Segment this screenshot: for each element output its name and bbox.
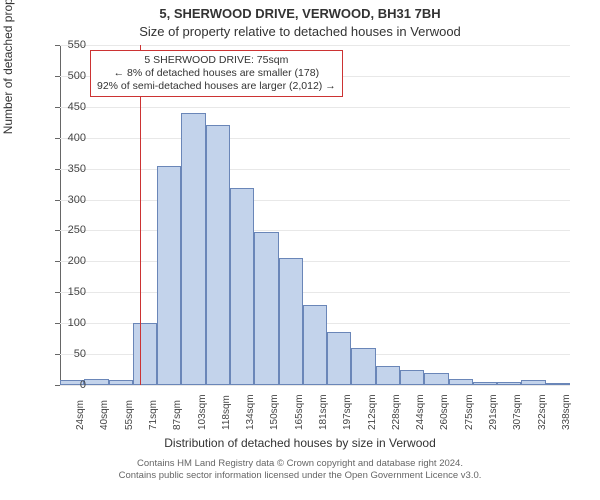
y-tick-label: 400 xyxy=(56,132,86,144)
x-tick-label: 291sqm xyxy=(488,394,499,430)
x-tick-label: 244sqm xyxy=(415,394,426,430)
histogram-bar xyxy=(400,370,424,385)
y-tick-label: 100 xyxy=(56,317,86,329)
histogram-bar xyxy=(181,113,205,385)
x-tick-label: 24sqm xyxy=(75,400,86,430)
y-tick-label: 0 xyxy=(56,379,86,391)
histogram-bar xyxy=(279,258,303,385)
gridline xyxy=(60,169,570,170)
x-tick-label: 307sqm xyxy=(512,394,523,430)
annotation-line2: ← 8% of detached houses are smaller (178… xyxy=(97,67,336,80)
chart-title-line1: 5, SHERWOOD DRIVE, VERWOOD, BH31 7BH xyxy=(0,6,600,21)
x-tick-label: 71sqm xyxy=(148,400,159,430)
gridline xyxy=(60,385,570,386)
footer-text: Contains HM Land Registry data © Crown c… xyxy=(0,458,600,483)
gridline xyxy=(60,138,570,139)
x-tick-label: 228sqm xyxy=(391,394,402,430)
footer-line1: Contains HM Land Registry data © Crown c… xyxy=(0,458,600,470)
x-tick-label: 322sqm xyxy=(537,394,548,430)
footer-line2: Contains public sector information licen… xyxy=(0,470,600,482)
y-tick-label: 500 xyxy=(56,70,86,82)
y-tick-label: 450 xyxy=(56,101,86,113)
x-tick-label: 55sqm xyxy=(124,400,135,430)
annotation-box: 5 SHERWOOD DRIVE: 75sqm← 8% of detached … xyxy=(90,50,343,97)
x-tick-label: 165sqm xyxy=(294,394,305,430)
histogram-bar xyxy=(84,379,108,385)
gridline xyxy=(60,45,570,46)
histogram-bar xyxy=(497,382,521,385)
y-tick-label: 50 xyxy=(56,348,86,360)
gridline xyxy=(60,107,570,108)
x-tick-label: 40sqm xyxy=(99,400,110,430)
x-tick-label: 275sqm xyxy=(464,394,475,430)
gridline xyxy=(60,261,570,262)
histogram-bar xyxy=(546,383,570,385)
y-tick-label: 200 xyxy=(56,255,86,267)
x-axis-label: Distribution of detached houses by size … xyxy=(0,436,600,450)
x-tick-label: 212sqm xyxy=(367,394,378,430)
annotation-line1: 5 SHERWOOD DRIVE: 75sqm xyxy=(97,54,336,67)
x-tick-label: 118sqm xyxy=(221,395,232,430)
gridline xyxy=(60,292,570,293)
histogram-bar xyxy=(157,166,181,385)
y-axis-label: Number of detached properties xyxy=(1,0,15,134)
y-tick-label: 300 xyxy=(56,194,86,206)
histogram-bar xyxy=(206,125,230,385)
chart-container: 5, SHERWOOD DRIVE, VERWOOD, BH31 7BH Siz… xyxy=(0,0,600,500)
y-tick-label: 150 xyxy=(56,286,86,298)
x-tick-label: 150sqm xyxy=(269,394,280,430)
histogram-bar xyxy=(424,373,448,385)
histogram-bar xyxy=(351,348,375,385)
chart-title-line2: Size of property relative to detached ho… xyxy=(0,24,600,39)
gridline xyxy=(60,200,570,201)
histogram-bar xyxy=(449,379,473,385)
y-axis-line xyxy=(60,45,61,385)
x-tick-label: 197sqm xyxy=(342,394,353,430)
histogram-bar xyxy=(109,380,133,385)
x-tick-label: 260sqm xyxy=(439,394,450,430)
y-tick-label: 350 xyxy=(56,163,86,175)
x-tick-label: 87sqm xyxy=(172,400,183,430)
histogram-bar xyxy=(254,232,278,385)
y-tick-label: 550 xyxy=(56,39,86,51)
histogram-bar xyxy=(133,323,157,385)
histogram-bar xyxy=(521,380,545,385)
annotation-line3: 92% of semi-detached houses are larger (… xyxy=(97,80,336,93)
histogram-bar xyxy=(303,305,327,385)
histogram-bar xyxy=(327,332,351,385)
y-tick-label: 250 xyxy=(56,224,86,236)
histogram-bar xyxy=(473,382,497,385)
x-tick-label: 134sqm xyxy=(245,394,256,430)
histogram-bar xyxy=(376,366,400,385)
histogram-bar xyxy=(230,188,254,385)
x-tick-label: 181sqm xyxy=(318,394,329,430)
x-tick-label: 103sqm xyxy=(197,394,208,430)
x-tick-label: 338sqm xyxy=(561,394,572,430)
gridline xyxy=(60,230,570,231)
